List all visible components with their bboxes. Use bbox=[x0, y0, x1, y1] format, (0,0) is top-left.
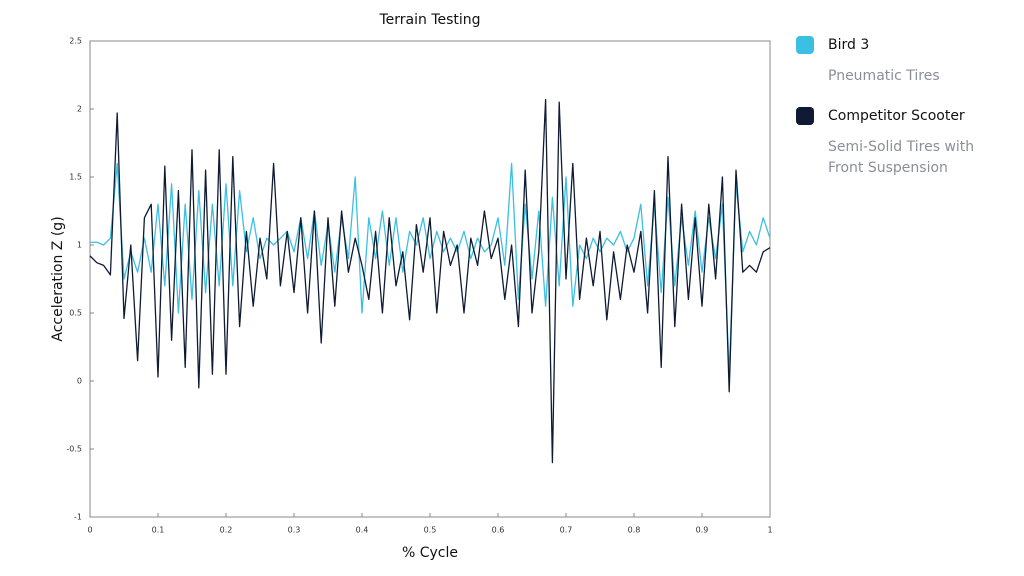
y-tick-label: 0.5 bbox=[69, 309, 82, 318]
x-tick-label: 1 bbox=[767, 526, 772, 535]
legend-description: Semi-Solid Tires with Front Suspension bbox=[828, 139, 975, 176]
y-tick-label: 0 bbox=[77, 377, 82, 386]
x-tick-label: 0.2 bbox=[220, 526, 233, 535]
y-axis-label: Acceleration Z (g) bbox=[50, 216, 66, 341]
x-tick-label: 0.3 bbox=[288, 526, 301, 535]
y-tick-label: -1 bbox=[74, 513, 82, 522]
legend: Bird 3 Pneumatic Tires Competitor Scooter S… bbox=[796, 36, 996, 199]
legend-row: Bird 3 bbox=[796, 36, 996, 54]
legend-name: Bird 3 bbox=[828, 37, 870, 53]
series-line bbox=[89, 98, 771, 464]
chart-title: Terrain Testing bbox=[378, 12, 480, 28]
x-tick-label: 0.1 bbox=[152, 526, 165, 535]
legend-row: Competitor Scooter bbox=[796, 107, 996, 125]
plot-frame bbox=[89, 40, 771, 518]
series-line bbox=[90, 162, 771, 375]
x-tick-label: 0.5 bbox=[424, 526, 437, 535]
x-tick-label: 0.8 bbox=[628, 526, 641, 535]
x-tick-label: 0.7 bbox=[560, 526, 573, 535]
y-tick-label: -0.5 bbox=[66, 445, 82, 454]
y-tick-label: 1 bbox=[77, 241, 82, 250]
x-tick-label: 0.4 bbox=[356, 526, 369, 535]
legend-swatch bbox=[796, 107, 814, 125]
legend-item: Bird 3 Pneumatic Tires bbox=[796, 36, 996, 87]
y-tick-label: 2 bbox=[77, 105, 82, 114]
legend-name: Competitor Scooter bbox=[828, 108, 965, 124]
y-tick-label: 2.5 bbox=[69, 37, 82, 46]
x-tick-label: 0 bbox=[87, 526, 92, 535]
legend-item: Competitor Scooter Semi-Solid Tires with … bbox=[796, 107, 996, 179]
y-tick-label: 1.5 bbox=[69, 173, 82, 182]
x-tick-label: 0.9 bbox=[696, 526, 709, 535]
x-tick-label: 0.6 bbox=[492, 526, 505, 535]
chart: Terrain Testing % Cycle Acceleration Z (… bbox=[50, 12, 773, 561]
legend-swatch bbox=[796, 36, 814, 54]
legend-description: Pneumatic Tires bbox=[828, 68, 940, 84]
x-axis-label: % Cycle bbox=[402, 545, 458, 561]
